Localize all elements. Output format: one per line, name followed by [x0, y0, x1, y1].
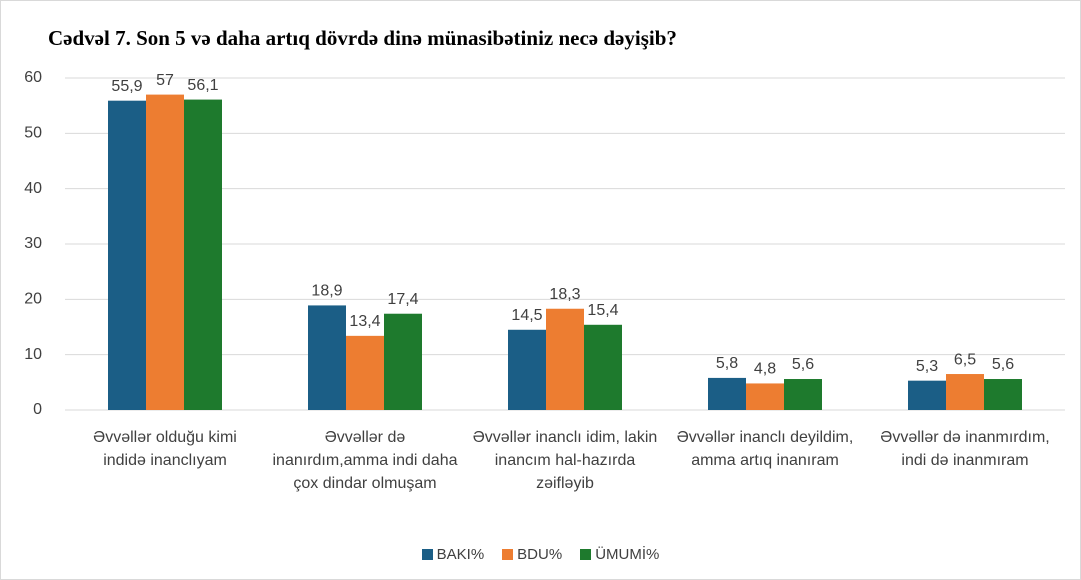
bar: [784, 379, 822, 410]
legend-label: BDU%: [517, 546, 563, 563]
data-label: 17,4: [387, 291, 418, 308]
bar: [584, 324, 622, 410]
bar: [908, 380, 946, 410]
data-label: 5,6: [992, 356, 1014, 373]
legend-label: ÜMUMİ%: [595, 546, 660, 563]
legend-swatch: [502, 549, 514, 560]
data-label: 57: [156, 72, 174, 89]
bar: [308, 305, 346, 410]
data-label: 18,9: [311, 283, 342, 300]
legend-item: ÜMUMİ%: [580, 546, 659, 563]
data-label: 6,5: [954, 351, 976, 368]
legend-swatch: [580, 549, 592, 560]
chart-title: Cədvəl 7. Son 5 və daha artıq dövrdə din…: [48, 26, 677, 50]
legend-item: BDU%: [502, 546, 562, 563]
legend: BAKI% BDU% ÜMUMİ%: [0, 546, 1081, 563]
x-tick-label: Əvvəllər də inanırdım,amma indi daha çox…: [272, 429, 458, 492]
data-label: 15,4: [587, 302, 618, 319]
bar: [546, 308, 584, 410]
bar: [984, 379, 1022, 410]
legend-label: BAKI%: [436, 546, 485, 563]
data-label: 5,8: [716, 355, 738, 372]
bar: [146, 94, 184, 410]
data-label: 13,4: [349, 313, 380, 330]
bar: [508, 329, 546, 410]
bar: [346, 335, 384, 410]
data-label: 56,1: [187, 77, 218, 94]
data-label: 55,9: [111, 78, 142, 95]
y-tick-label: 60: [24, 69, 42, 86]
bar: [946, 374, 984, 410]
bar: [746, 383, 784, 410]
y-tick-label: 50: [24, 125, 42, 142]
data-label: 18,3: [549, 286, 580, 303]
legend-swatch: [421, 549, 433, 560]
data-label: 5,3: [916, 358, 938, 375]
data-label: 4,8: [754, 361, 776, 378]
x-tick-label: Əvvəllər də inanmırdım, indi də inanmıra…: [880, 429, 1050, 469]
y-tick-label: 30: [24, 235, 42, 252]
y-tick-label: 0: [33, 401, 42, 418]
x-tick-label: Əvvəllər inanclı deyildim, amma artıq in…: [676, 429, 854, 469]
y-tick-label: 10: [24, 346, 42, 363]
x-tick-label: Əvvəllər inanclı idim, lakin inancım hal…: [472, 429, 658, 492]
data-label: 5,6: [792, 356, 814, 373]
bar: [384, 313, 422, 410]
data-label: 14,5: [511, 307, 542, 324]
x-tick-label: Əvvəllər olduğu kimi indidə inanclıyam: [93, 429, 237, 469]
y-tick-label: 40: [24, 180, 42, 197]
y-tick-label: 20: [24, 291, 42, 308]
bar: [184, 99, 222, 410]
bar: [708, 377, 746, 410]
legend-item: BAKI%: [421, 546, 485, 563]
bar: [108, 100, 146, 410]
